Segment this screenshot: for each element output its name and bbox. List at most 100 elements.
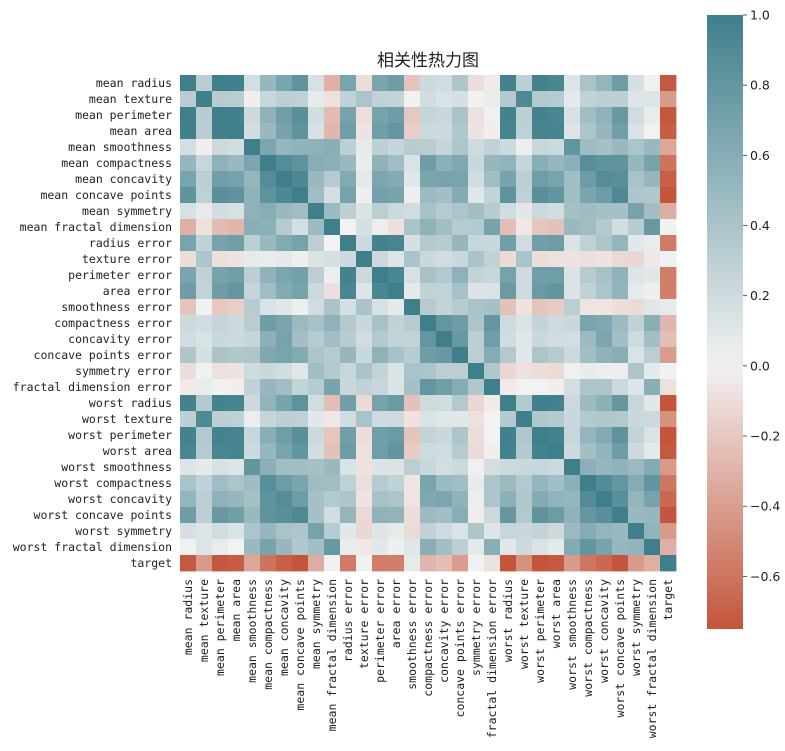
heatmap-cell xyxy=(548,411,565,428)
heatmap-cell xyxy=(260,347,277,364)
heatmap-cell xyxy=(660,315,677,332)
heatmap-cell xyxy=(612,395,629,412)
heatmap-cell xyxy=(356,507,373,524)
heatmap-cell xyxy=(516,555,533,572)
heatmap-cell xyxy=(660,203,677,220)
heatmap-cell xyxy=(628,475,645,492)
heatmap-cell xyxy=(404,203,421,220)
y-tick-label: smoothness error xyxy=(61,300,172,314)
heatmap-cell xyxy=(564,203,581,220)
heatmap-cell xyxy=(628,107,645,124)
heatmap-cell xyxy=(516,491,533,508)
heatmap-cell xyxy=(244,443,261,460)
heatmap-cell xyxy=(660,475,677,492)
heatmap-cell xyxy=(404,427,421,444)
heatmap-cell xyxy=(404,107,421,124)
x-tick-label: mean radius xyxy=(181,579,195,655)
heatmap-cell xyxy=(292,507,309,524)
heatmap-cell xyxy=(372,459,389,476)
heatmap-cell xyxy=(292,347,309,364)
heatmap-cell xyxy=(468,283,485,300)
x-tick-label: worst concave points xyxy=(613,579,627,717)
heatmap-cell xyxy=(292,395,309,412)
heatmap-cell xyxy=(436,75,453,92)
heatmap-cell xyxy=(324,459,341,476)
heatmap-cell xyxy=(612,107,629,124)
heatmap-cell xyxy=(548,443,565,460)
heatmap-cell xyxy=(180,91,197,108)
heatmap-cell xyxy=(612,347,629,364)
heatmap-cell xyxy=(484,171,501,188)
heatmap-cell xyxy=(228,347,245,364)
heatmap-cell xyxy=(356,139,373,156)
heatmap-cell xyxy=(356,283,373,300)
heatmap-cell xyxy=(612,475,629,492)
heatmap-cell xyxy=(228,411,245,428)
heatmap-cell xyxy=(228,251,245,268)
heatmap-cell xyxy=(276,363,293,380)
heatmap-cell xyxy=(260,139,277,156)
heatmap-cell xyxy=(324,283,341,300)
heatmap-cell xyxy=(548,315,565,332)
heatmap-cell xyxy=(244,427,261,444)
heatmap-cell xyxy=(628,331,645,348)
heatmap-cell xyxy=(308,555,325,572)
heatmap-cell xyxy=(660,363,677,380)
heatmap-cell xyxy=(372,139,389,156)
heatmap-cell xyxy=(324,347,341,364)
heatmap-cell xyxy=(324,187,341,204)
heatmap-cell xyxy=(180,459,197,476)
heatmap-cell xyxy=(564,379,581,396)
heatmap-cell xyxy=(340,411,357,428)
x-tick-label: symmetry error xyxy=(469,579,483,676)
heatmap-cell xyxy=(244,251,261,268)
heatmap-cell xyxy=(308,475,325,492)
heatmap-cell xyxy=(228,267,245,284)
heatmap-cell xyxy=(548,395,565,412)
heatmap-cell xyxy=(516,539,533,556)
heatmap-cell xyxy=(180,555,197,572)
x-tick-labels: mean radius mean texture mean perimeter mea… xyxy=(181,579,675,738)
heatmap-cell xyxy=(324,427,341,444)
y-tick-label: mean compactness xyxy=(61,156,172,170)
heatmap-cell xyxy=(436,267,453,284)
heatmap-cell xyxy=(596,187,613,204)
heatmap-cell xyxy=(484,203,501,220)
x-tick-label: worst perimeter xyxy=(533,579,547,683)
heatmap-cell xyxy=(244,491,261,508)
y-tick-label: compactness error xyxy=(54,316,172,330)
heatmap-cell xyxy=(564,235,581,252)
heatmap-cell xyxy=(564,363,581,380)
heatmap-cell xyxy=(180,123,197,140)
heatmap-cell xyxy=(532,331,549,348)
heatmap-cell xyxy=(212,507,229,524)
heatmap-cell xyxy=(324,171,341,188)
heatmap-cell xyxy=(244,507,261,524)
heatmap-cell xyxy=(500,235,517,252)
heatmap-cell xyxy=(404,75,421,92)
heatmap-cell xyxy=(356,555,373,572)
heatmap-cell xyxy=(420,427,437,444)
heatmap-cell xyxy=(564,91,581,108)
heatmap-cell xyxy=(548,155,565,172)
heatmap-cell xyxy=(196,427,213,444)
heatmap-cell xyxy=(372,475,389,492)
heatmap-cell xyxy=(516,475,533,492)
heatmap-cell xyxy=(452,363,469,380)
heatmap-cell xyxy=(212,235,229,252)
heatmap-cell xyxy=(324,411,341,428)
heatmap-cell xyxy=(660,443,677,460)
heatmap-cell xyxy=(532,107,549,124)
heatmap-cell xyxy=(372,539,389,556)
heatmap-cell xyxy=(548,491,565,508)
heatmap-cell xyxy=(324,555,341,572)
heatmap-cell xyxy=(452,171,469,188)
heatmap-cell xyxy=(532,539,549,556)
heatmap-cell xyxy=(244,123,261,140)
heatmap-cell xyxy=(516,427,533,444)
heatmap-cell xyxy=(212,347,229,364)
heatmap-cell xyxy=(596,315,613,332)
heatmap-cell xyxy=(452,91,469,108)
heatmap-cell xyxy=(420,171,437,188)
heatmap-cell xyxy=(372,347,389,364)
